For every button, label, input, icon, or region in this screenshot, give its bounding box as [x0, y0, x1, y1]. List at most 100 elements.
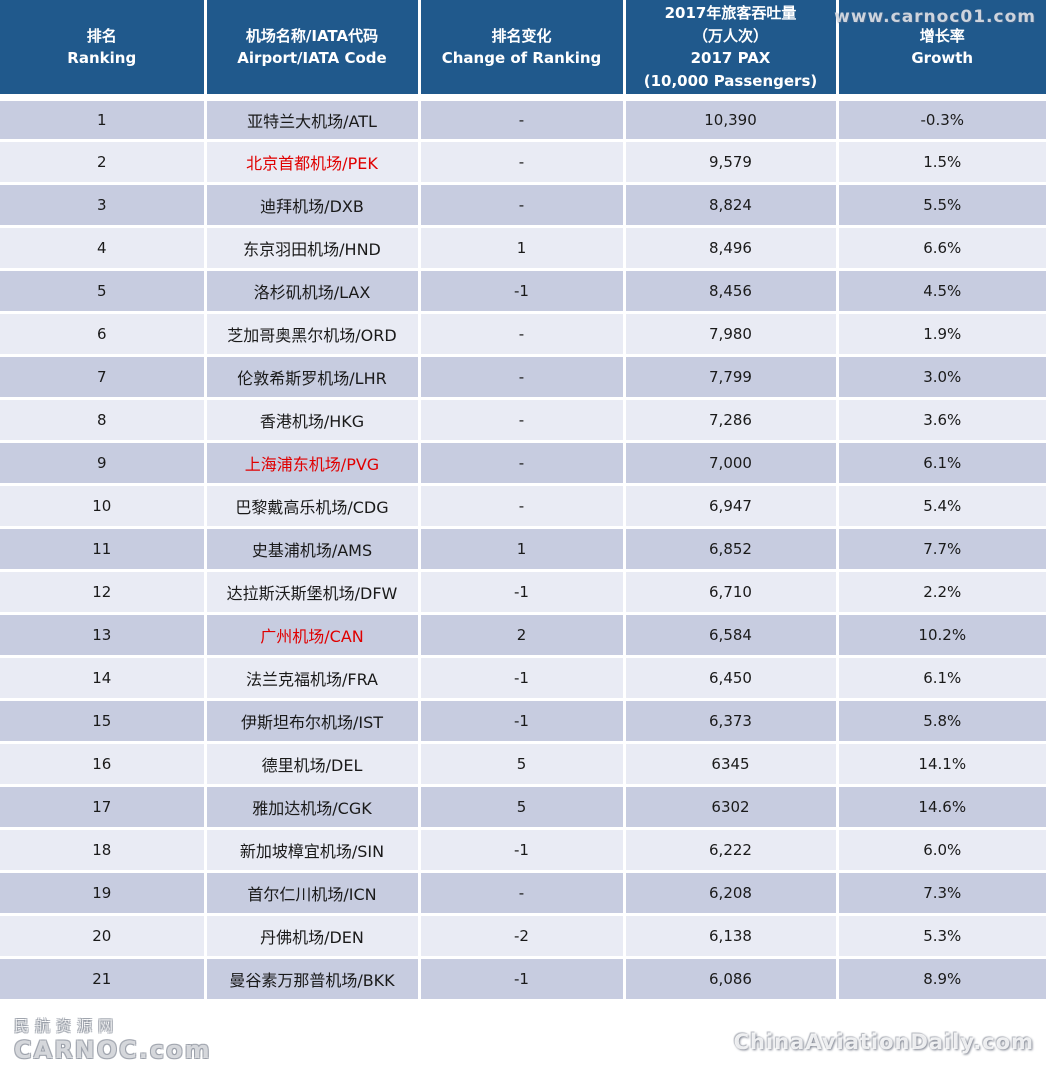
cell-change: -: [419, 183, 626, 228]
cell-ranking: 12: [0, 570, 207, 615]
cell-pax: 6,852: [624, 527, 839, 572]
header-airport-zh: 机场名称/IATA代码: [245, 26, 379, 45]
table-row: 20 丹佛机场/DEN -2 6,138 5.3%: [0, 914, 1046, 959]
cell-ranking: 4: [0, 226, 207, 271]
cell-growth: 14.1%: [837, 742, 1046, 787]
cell-ranking: 13: [0, 613, 207, 658]
cell-change: -: [419, 140, 626, 185]
table-row: 18 新加坡樟宜机场/SIN -1 6,222 6.0%: [0, 828, 1046, 873]
cell-pax: 8,496: [624, 226, 839, 271]
cell-growth: 5.5%: [837, 183, 1046, 228]
cell-change: -: [419, 355, 626, 400]
cell-pax: 6,086: [624, 957, 839, 1002]
cell-change: 5: [419, 742, 626, 787]
cell-growth: 5.3%: [837, 914, 1046, 959]
cell-airport: 史基浦机场/AMS: [205, 527, 421, 572]
table-row: 5 洛杉矶机场/LAX -1 8,456 4.5%: [0, 269, 1046, 314]
cell-ranking: 15: [0, 699, 207, 744]
cell-airport: 香港机场/HKG: [205, 398, 421, 443]
table-row: 16 德里机场/DEL 5 6345 14.1%: [0, 742, 1046, 787]
table-row: 11 史基浦机场/AMS 1 6,852 7.7%: [0, 527, 1046, 572]
cell-airport: 迪拜机场/DXB: [205, 183, 421, 228]
cell-ranking: 7: [0, 355, 207, 400]
cell-airport: 洛杉矶机场/LAX: [205, 269, 421, 314]
cell-airport: 上海浦东机场/PVG: [205, 441, 421, 486]
ranking-table: 排名 Ranking 机场名称/IATA代码 Airport/IATA Code…: [0, 0, 1046, 1002]
header-airport-en: Airport/IATA Code: [237, 49, 387, 67]
cell-pax: 8,456: [624, 269, 839, 314]
cell-change: -1: [419, 269, 626, 314]
cell-change: -1: [419, 699, 626, 744]
header-ranking: 排名 Ranking: [0, 0, 207, 101]
table-row: 4 东京羽田机场/HND 1 8,496 6.6%: [0, 226, 1046, 271]
cell-airport: 新加坡樟宜机场/SIN: [205, 828, 421, 873]
table-row: 2 北京首都机场/PEK -9,579 1.5%: [0, 140, 1046, 185]
header-pax-zh1: 2017年旅客吞吐量: [664, 4, 797, 22]
cell-ranking: 5: [0, 269, 207, 314]
cell-ranking: 20: [0, 914, 207, 959]
cell-ranking: 19: [0, 871, 207, 916]
cell-pax: 9,579: [624, 140, 839, 185]
cell-ranking: 9: [0, 441, 207, 486]
cell-ranking: 21: [0, 957, 207, 1002]
cell-change: -: [419, 97, 626, 142]
cell-growth: -0.3%: [837, 97, 1046, 142]
table-row: 17 雅加达机场/CGK 5 6302 14.6%: [0, 785, 1046, 830]
header-growth-en: Growth: [911, 49, 974, 67]
cell-airport: 广州机场/CAN: [205, 613, 421, 658]
cell-growth: 1.5%: [837, 140, 1046, 185]
cell-pax: 6,138: [624, 914, 839, 959]
cell-change: 5: [419, 785, 626, 830]
cell-change: 1: [419, 527, 626, 572]
cell-change: -: [419, 484, 626, 529]
cell-change: -1: [419, 570, 626, 615]
cell-airport: 巴黎戴高乐机场/CDG: [205, 484, 421, 529]
header-airport: 机场名称/IATA代码 Airport/IATA Code: [205, 0, 421, 101]
table-row: 14 法兰克福机场/FRA -1 6,450 6.1%: [0, 656, 1046, 701]
header-row: 排名 Ranking 机场名称/IATA代码 Airport/IATA Code…: [0, 0, 1046, 101]
cell-growth: 6.6%: [837, 226, 1046, 271]
table-header: 排名 Ranking 机场名称/IATA代码 Airport/IATA Code…: [0, 0, 1046, 101]
table-row: 7 伦敦希斯罗机场/LHR -7,799 3.0%: [0, 355, 1046, 400]
cell-change: 1: [419, 226, 626, 271]
cell-growth: 3.0%: [837, 355, 1046, 400]
header-ranking-en: Ranking: [67, 49, 137, 67]
header-pax-zh2: （万人次）: [692, 26, 768, 45]
cell-airport: 曼谷素万那普机场/BKK: [205, 957, 421, 1002]
cell-ranking: 3: [0, 183, 207, 228]
table-row: 19 首尔仁川机场/ICN -6,208 7.3%: [0, 871, 1046, 916]
cell-airport: 法兰克福机场/FRA: [205, 656, 421, 701]
table-row: 13 广州机场/CAN 2 6,584 10.2%: [0, 613, 1046, 658]
cell-growth: 2.2%: [837, 570, 1046, 615]
cell-pax: 10,390: [624, 97, 839, 142]
cell-change: -: [419, 441, 626, 486]
cell-growth: 4.5%: [837, 269, 1046, 314]
cell-ranking: 10: [0, 484, 207, 529]
cell-growth: 6.0%: [837, 828, 1046, 873]
table-row: 1 亚特兰大机场/ATL -10,390 -0.3%: [0, 97, 1046, 142]
cell-airport: 东京羽田机场/HND: [205, 226, 421, 271]
cell-ranking: 6: [0, 312, 207, 357]
table-body: 1 亚特兰大机场/ATL -10,390 -0.3% 2 北京首都机场/PEK -9,579…: [0, 97, 1046, 1002]
cell-pax: 6,584: [624, 613, 839, 658]
cell-ranking: 16: [0, 742, 207, 787]
cell-change: -: [419, 871, 626, 916]
table-row: 9 上海浦东机场/PVG -7,000 6.1%: [0, 441, 1046, 486]
cell-airport: 雅加达机场/CGK: [205, 785, 421, 830]
cell-pax: 6302: [624, 785, 839, 830]
cell-ranking: 2: [0, 140, 207, 185]
table-row: 3 迪拜机场/DXB -8,824 5.5%: [0, 183, 1046, 228]
cell-growth: 6.1%: [837, 656, 1046, 701]
cell-pax: 7,000: [624, 441, 839, 486]
cell-change: -1: [419, 828, 626, 873]
cell-change: -1: [419, 957, 626, 1002]
cell-change: -1: [419, 656, 626, 701]
cell-growth: 7.7%: [837, 527, 1046, 572]
cell-growth: 8.9%: [837, 957, 1046, 1002]
cell-change: -: [419, 398, 626, 443]
table-row: 6 芝加哥奥黑尔机场/ORD -7,980 1.9%: [0, 312, 1046, 357]
cell-pax: 6,222: [624, 828, 839, 873]
cell-pax: 6345: [624, 742, 839, 787]
table-row: 12 达拉斯沃斯堡机场/DFW -1 6,710 2.2%: [0, 570, 1046, 615]
cell-growth: 14.6%: [837, 785, 1046, 830]
